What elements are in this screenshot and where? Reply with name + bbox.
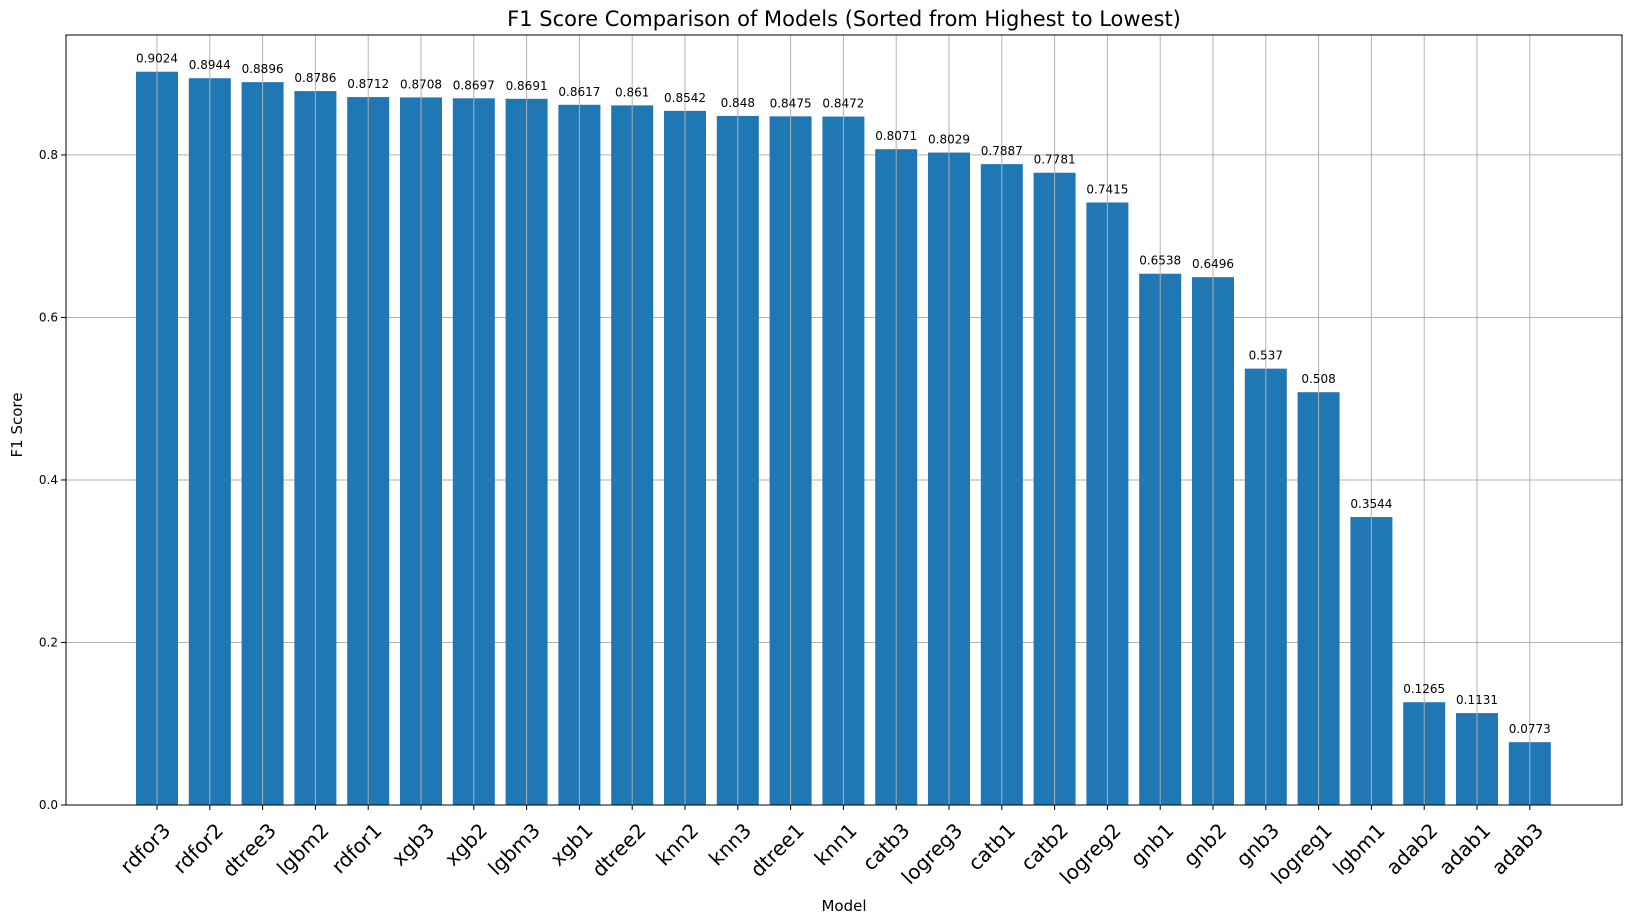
x-tick-label: knn1 <box>810 818 862 870</box>
x-tick-label: dtree1 <box>745 818 808 881</box>
data-label: 0.508 <box>1301 372 1335 386</box>
x-axis-label: Model <box>821 897 866 915</box>
data-label: 0.7887 <box>981 144 1023 158</box>
data-label: 0.6538 <box>1139 254 1181 268</box>
x-tick-label: rdfor2 <box>168 818 228 878</box>
data-label: 0.537 <box>1249 349 1283 363</box>
data-label: 0.8475 <box>770 96 812 110</box>
data-label: 0.8697 <box>453 78 495 92</box>
x-tick-label: catb1 <box>963 818 1020 875</box>
data-label: 0.1131 <box>1456 693 1498 707</box>
y-tick-label: 0.6 <box>39 310 58 324</box>
data-label: 0.8071 <box>875 129 917 143</box>
x-tick-label: adab1 <box>1434 818 1495 879</box>
data-label: 0.848 <box>721 96 755 110</box>
y-axis-label: F1 Score <box>8 393 26 458</box>
data-label: 0.8786 <box>294 71 336 85</box>
x-tick-label: rdfor1 <box>327 818 387 878</box>
x-tick-label: knn2 <box>651 818 703 870</box>
data-label: 0.8691 <box>506 79 548 93</box>
y-tick-label: 0.0 <box>39 798 58 812</box>
x-tick-label: rdfor3 <box>115 818 175 878</box>
y-tick-label: 0.2 <box>39 635 58 649</box>
data-label: 0.6496 <box>1192 257 1234 271</box>
data-label: 0.8617 <box>558 85 600 99</box>
data-label: 0.9024 <box>136 52 178 66</box>
data-label: 0.1265 <box>1403 682 1445 696</box>
x-tick-label: xgb3 <box>387 818 439 870</box>
data-label: 0.8896 <box>242 62 284 76</box>
y-tick-label: 0.8 <box>39 148 58 162</box>
y-tick-label: 0.4 <box>39 473 58 487</box>
data-label: 0.8542 <box>664 91 706 105</box>
chart-title: F1 Score Comparison of Models (Sorted fr… <box>507 7 1181 31</box>
x-tick-label: lgbm2 <box>272 818 334 880</box>
x-tick-label: dtree3 <box>217 818 280 881</box>
plot-frame <box>65 34 1623 806</box>
data-label: 0.8944 <box>189 58 231 72</box>
data-label: 0.7781 <box>1034 153 1076 167</box>
x-tick-label: gnb1 <box>1126 818 1179 871</box>
data-label: 0.0773 <box>1509 722 1551 736</box>
data-label: 0.8029 <box>928 133 970 147</box>
data-label: 0.7415 <box>1086 182 1128 196</box>
x-tick-label: gnb2 <box>1178 818 1231 871</box>
y-axis: 0.0 0.2 0.4 0.6 0.8 <box>39 148 66 812</box>
x-tick-label: lgbm1 <box>1328 818 1390 880</box>
data-label: 0.8472 <box>822 97 864 111</box>
x-tick-label: dtree2 <box>587 818 650 881</box>
x-tick-label: adab2 <box>1381 818 1442 879</box>
x-tick-label: adab3 <box>1487 818 1548 879</box>
data-label: 0.8708 <box>400 77 442 91</box>
data-label: 0.8712 <box>347 77 389 91</box>
x-tick-label: lgbm3 <box>483 818 545 880</box>
data-label: 0.861 <box>615 85 649 99</box>
vertical-grid-layer <box>156 35 1531 805</box>
data-label: 0.3544 <box>1350 497 1392 511</box>
data-labels-layer: 0.9024 0.8944 0.8896 0.8786 0.8712 0.8708 0.86… <box>136 52 1551 736</box>
